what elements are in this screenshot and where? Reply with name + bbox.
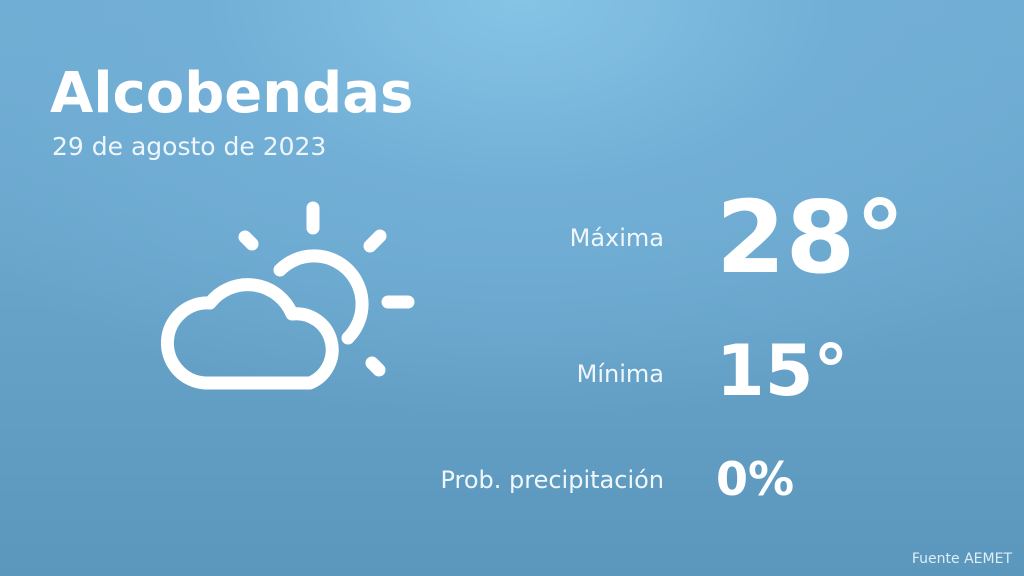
min-temperature: 15° xyxy=(716,330,849,412)
precip-label: Prob. precipitación xyxy=(440,466,664,494)
max-label: Máxima xyxy=(569,224,664,252)
source-credit: Fuente AEMET xyxy=(911,551,1012,567)
sun-ray xyxy=(365,356,386,377)
max-temperature: 28° xyxy=(716,179,906,296)
sun-icon xyxy=(273,249,369,345)
city-name: Alcobendas xyxy=(50,61,414,126)
forecast-date: 29 de agosto de 2023 xyxy=(52,132,327,161)
sun-ray xyxy=(363,229,387,253)
sun-ray xyxy=(238,230,259,251)
min-label: Mínima xyxy=(576,360,664,388)
precip-value: 0% xyxy=(716,452,795,506)
cloud-icon xyxy=(161,278,339,390)
